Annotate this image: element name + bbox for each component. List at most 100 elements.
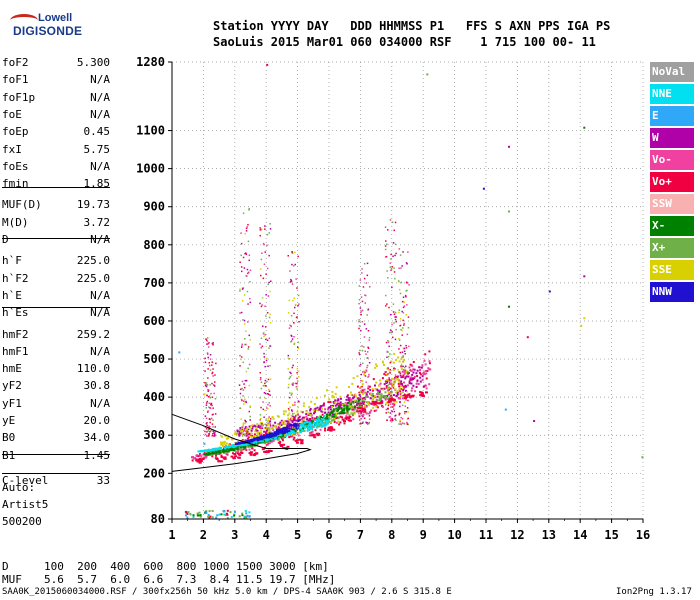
echo-point xyxy=(319,419,322,422)
echo-point xyxy=(390,417,392,420)
logo-line2: DIGISONDE xyxy=(13,24,83,38)
echo-point xyxy=(291,433,294,436)
echo-point xyxy=(364,398,367,400)
echo-point xyxy=(371,388,374,391)
echo-point xyxy=(269,378,272,380)
echo-point xyxy=(395,328,397,331)
echo-point xyxy=(232,457,236,460)
echo-point xyxy=(405,399,407,401)
echo-point xyxy=(283,413,285,416)
echo-point xyxy=(358,406,360,408)
echo-point xyxy=(360,386,363,389)
echo-point xyxy=(482,187,485,190)
echo-point xyxy=(338,402,341,405)
echo-point xyxy=(346,416,350,419)
echo-point xyxy=(399,405,401,408)
echo-point xyxy=(348,414,351,417)
echo-point xyxy=(403,386,406,389)
echo-point xyxy=(339,404,342,407)
echo-point xyxy=(356,409,359,411)
echo-point xyxy=(300,420,303,423)
echo-point xyxy=(233,445,236,448)
echo-point xyxy=(359,419,361,421)
echo-point xyxy=(250,429,253,432)
echo-point xyxy=(258,432,261,435)
echo-point xyxy=(359,402,361,405)
echo-point xyxy=(202,453,205,456)
echo-point xyxy=(400,416,402,419)
echo-point xyxy=(398,386,401,388)
echo-point xyxy=(246,435,248,437)
echo-point xyxy=(400,356,403,359)
echo-point xyxy=(350,393,353,396)
echo-point xyxy=(349,407,352,410)
echo-point xyxy=(263,263,266,265)
echo-point xyxy=(392,394,395,397)
echo-point xyxy=(284,433,286,436)
echo-point xyxy=(398,423,400,425)
echo-point xyxy=(240,432,243,435)
echo-point xyxy=(270,438,273,441)
echo-point xyxy=(367,308,370,310)
echo-point xyxy=(583,317,586,320)
echo-point xyxy=(259,422,262,424)
echo-point xyxy=(208,453,211,456)
axis-layer: 1 2 3 4 5 6 7 8 9 10 11 12 13 14 15 1680200300400500600… xyxy=(136,55,650,542)
echo-point xyxy=(404,377,407,380)
param-label: MUF(D) xyxy=(2,198,42,212)
param-label: hmF2 xyxy=(2,327,29,341)
echo-point xyxy=(401,404,404,407)
echo-point xyxy=(413,368,416,371)
echo-point xyxy=(397,382,400,385)
echo-point xyxy=(359,349,361,352)
echo-point xyxy=(242,395,244,397)
echo-point xyxy=(247,321,249,323)
echo-point xyxy=(303,429,306,432)
echo-point xyxy=(297,370,300,373)
echo-point xyxy=(185,514,187,517)
param-label: h`Es xyxy=(2,306,29,320)
echo-point xyxy=(308,425,311,428)
echo-point xyxy=(354,401,357,403)
echo-point xyxy=(395,316,397,318)
echo-point xyxy=(243,383,245,385)
echo-point xyxy=(241,345,243,347)
echo-point xyxy=(203,456,206,459)
echo-point xyxy=(211,435,214,437)
echo-point xyxy=(292,413,294,415)
echo-point xyxy=(297,434,300,437)
echo-point xyxy=(387,384,389,386)
echo-point xyxy=(256,438,259,440)
echo-point xyxy=(211,423,214,425)
echo-point xyxy=(240,242,243,245)
echo-point xyxy=(338,407,341,410)
echo-point xyxy=(220,454,223,457)
echo-point xyxy=(222,510,225,512)
echo-point xyxy=(394,368,396,370)
echo-point xyxy=(371,398,374,401)
x-tick-label: 8 xyxy=(388,528,395,542)
echo-point xyxy=(327,408,330,411)
echo-point xyxy=(224,447,227,450)
echo-point xyxy=(409,376,412,379)
echo-point xyxy=(254,425,257,428)
echo-point xyxy=(362,393,365,395)
echo-point xyxy=(256,429,259,432)
echo-point xyxy=(411,387,414,390)
distance-label: D xyxy=(2,560,9,573)
echo-point xyxy=(264,423,266,426)
echo-point xyxy=(388,389,390,391)
echo-point xyxy=(245,252,247,254)
echo-point xyxy=(312,420,315,423)
echo-point xyxy=(279,421,282,424)
echo-point xyxy=(390,331,392,334)
echo-point xyxy=(360,401,362,403)
echo-point xyxy=(362,411,364,413)
echo-point xyxy=(216,451,218,453)
echo-point xyxy=(269,431,272,434)
echo-point xyxy=(385,385,388,388)
echo-point xyxy=(398,288,401,291)
echo-point xyxy=(235,451,238,454)
echo-point xyxy=(329,408,332,411)
echo-point xyxy=(206,428,208,430)
